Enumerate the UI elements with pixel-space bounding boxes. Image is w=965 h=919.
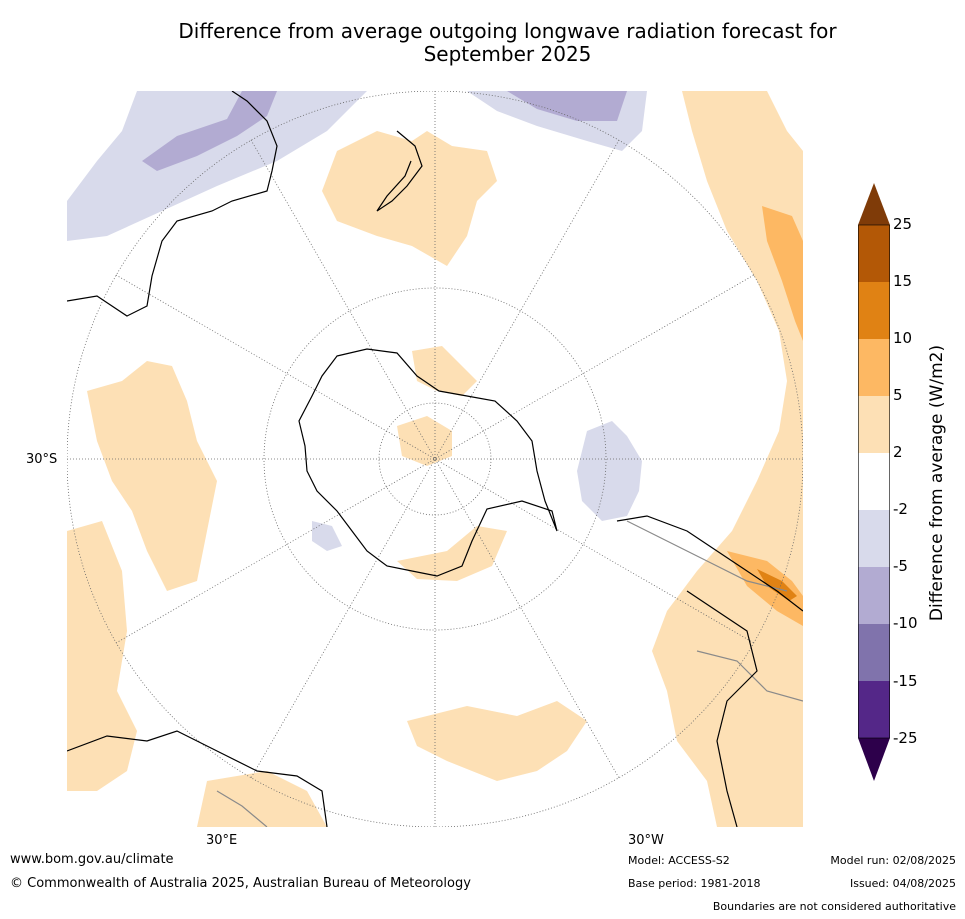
issued-text: Issued: 04/08/2025 bbox=[849, 877, 956, 890]
colorbar-bin-15-25 bbox=[858, 225, 890, 282]
positive-anomaly-area-andes-core bbox=[757, 569, 797, 601]
colorbar-bin-10-15 bbox=[858, 282, 890, 339]
chart-title: Difference from average outgoing longwav… bbox=[60, 20, 955, 66]
colorbar-tick: -2 bbox=[893, 500, 908, 518]
colorbar-tick: -10 bbox=[893, 614, 918, 632]
positive-anomaly-area-new-zealand bbox=[322, 131, 497, 266]
longitude-label-30w: 30°W bbox=[628, 833, 664, 848]
colorbar-bin-neutral bbox=[858, 453, 890, 510]
colorbar-outline bbox=[858, 224, 890, 739]
title-line-2: September 2025 bbox=[423, 42, 592, 66]
copyright-text: © Commonwealth of Australia 2025, Austra… bbox=[10, 876, 471, 891]
base-period-text: Base period: 1981-2018 bbox=[628, 877, 761, 890]
map-canvas bbox=[67, 91, 803, 827]
colorbar-tick: 15 bbox=[893, 272, 913, 290]
disclaimer-text: Boundaries are not considered authoritat… bbox=[712, 900, 956, 913]
positive-anomaly-area-west bbox=[67, 521, 137, 791]
negative-anomaly-area-north bbox=[67, 91, 367, 241]
colorbar-tick: -5 bbox=[893, 557, 908, 575]
positive-anomaly-area-east-strong bbox=[762, 206, 803, 341]
positive-anomaly-area-east-band bbox=[652, 91, 803, 827]
colorbar-bin-neg-2-5 bbox=[858, 510, 890, 567]
colorbar-tick: 5 bbox=[893, 386, 903, 404]
colorbar-bin-neg-10-15 bbox=[858, 624, 890, 681]
model-run-text: Model run: 02/08/2025 bbox=[830, 854, 956, 867]
south-america-coastline bbox=[616, 515, 803, 827]
website-link[interactable]: www.bom.gov.au/climate bbox=[10, 852, 174, 867]
colorbar-tick: 10 bbox=[893, 329, 913, 347]
title-line-1: Difference from average outgoing longwav… bbox=[178, 19, 837, 43]
positive-anomaly-area-ross-sea bbox=[397, 416, 452, 466]
coastlines bbox=[67, 91, 803, 827]
model-text: Model: ACCESS-S2 bbox=[628, 854, 730, 867]
negative-anomaly-area-south bbox=[312, 521, 342, 551]
south-africa-coastline bbox=[67, 730, 328, 827]
colorbar-bin-2-5 bbox=[858, 396, 890, 453]
negative-anomaly-area-northeast-dark bbox=[507, 91, 627, 121]
longitude-label-30e: 30°E bbox=[206, 833, 238, 848]
colorbar-title: Difference from average (W/m2) bbox=[927, 344, 947, 622]
latitude-label-30s: 30°S bbox=[26, 452, 58, 467]
colorbar-bin-neg-15-25 bbox=[858, 681, 890, 738]
positive-anomaly-area-indian bbox=[87, 361, 217, 591]
graticule bbox=[67, 91, 803, 827]
antarctica-coastline bbox=[298, 348, 558, 577]
australia-coastline bbox=[67, 91, 278, 317]
positive-anomaly-area-weddell-coast bbox=[397, 526, 507, 581]
polar-map bbox=[67, 91, 803, 827]
new-zealand-coastline bbox=[376, 130, 423, 212]
colorbar-tick: -15 bbox=[893, 672, 918, 690]
colorbar-bin-5-10 bbox=[858, 339, 890, 396]
colorbar bbox=[858, 183, 890, 781]
colorbar-top-arrow bbox=[858, 183, 890, 225]
colorbar-tick: 2 bbox=[893, 443, 903, 461]
colorbar-bottom-arrow bbox=[858, 738, 890, 781]
colorbar-bin-neg-5-10 bbox=[858, 567, 890, 624]
negative-anomaly-area-north-dark bbox=[142, 91, 277, 171]
positive-anomaly-area-atlantic bbox=[407, 701, 587, 781]
negative-anomaly-area-east bbox=[577, 421, 642, 521]
positive-anomaly-area-south-africa bbox=[197, 771, 327, 827]
colorbar-tick: -25 bbox=[893, 729, 918, 747]
colorbar-tick: 25 bbox=[893, 215, 913, 233]
